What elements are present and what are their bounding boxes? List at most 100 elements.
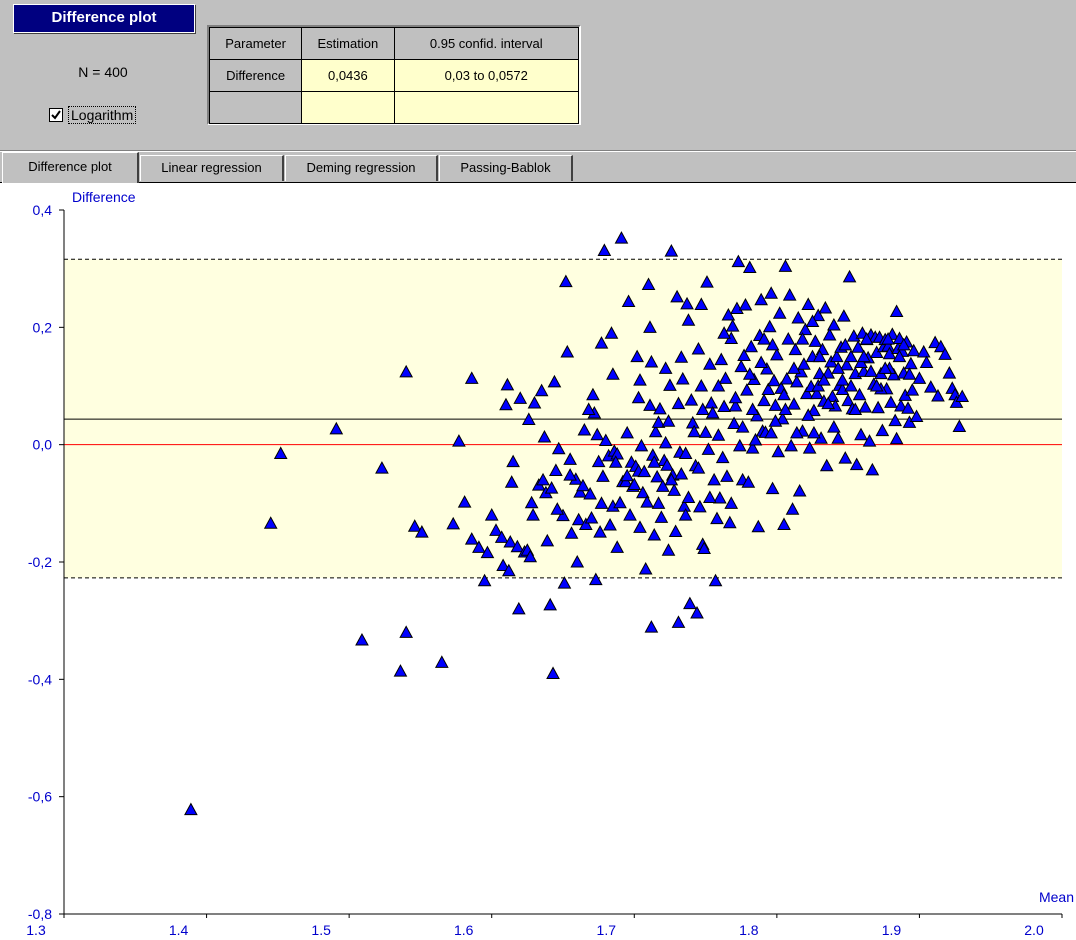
tab-linear-regression[interactable]: Linear regression: [140, 155, 284, 181]
y-tick-label: 0,4: [33, 202, 53, 218]
data-point-marker: [822, 327, 837, 341]
y-tick-label: -0,6: [28, 789, 52, 805]
data-point-marker: [446, 516, 461, 530]
data-point-marker: [631, 390, 646, 404]
data-point-marker: [407, 519, 422, 532]
x-tick-label: 2.0: [1024, 922, 1044, 938]
difference-plot-chart: 0,4 0,2 0,0 -0,2 -0,4 -0,6 -0,81.3 1.4 1.5 1.6 1.7…: [26, 189, 1074, 938]
data-point-marker: [464, 532, 479, 545]
data-point-marker: [638, 561, 653, 575]
data-point-marker: [710, 511, 724, 525]
data-point-marker: [674, 466, 689, 480]
data-point-marker: [540, 533, 555, 547]
data-point-marker: [614, 231, 629, 244]
data-point-marker: [821, 396, 836, 410]
data-point-marker: [745, 441, 760, 454]
x-tick-label: 1.6: [454, 922, 474, 938]
data-point-marker: [556, 508, 570, 522]
data-point-marker: [537, 429, 552, 443]
data-point-marker: [732, 438, 747, 452]
row-estimation: [301, 91, 395, 124]
data-point-marker: [684, 393, 699, 406]
data-point-marker: [771, 444, 786, 458]
checkmark-icon: [51, 110, 61, 120]
data-point-marker: [703, 357, 717, 370]
data-point-marker: [581, 402, 596, 415]
data-point-marker: [510, 539, 525, 553]
data-point-marker: [938, 347, 952, 360]
data-point-marker: [563, 452, 577, 465]
data-point-marker: [875, 423, 890, 437]
data-point-marker: [839, 357, 854, 371]
data-point-marker: [499, 397, 513, 411]
data-point-marker: [819, 458, 834, 472]
data-point-marker: [501, 563, 516, 577]
data-point-marker: [807, 425, 821, 439]
tab-difference-plot[interactable]: Difference plot: [2, 152, 139, 183]
data-point-marker: [808, 334, 823, 347]
data-point-marker: [767, 373, 781, 387]
data-point-marker: [678, 446, 693, 459]
data-point-marker: [909, 409, 924, 423]
y-tick-label: -0,8: [28, 906, 52, 922]
y-axis-title: Difference: [72, 189, 136, 205]
data-point-marker: [730, 301, 744, 315]
data-point-marker: [399, 364, 414, 378]
logarithm-label[interactable]: Logarithm: [68, 106, 137, 124]
data-point-marker: [680, 296, 694, 310]
tab-bar: Difference plot Linear regression Deming…: [0, 152, 1076, 183]
data-point-marker: [452, 434, 466, 447]
control-panel: Difference plot N = 400 Logarithm Parame…: [0, 0, 1076, 151]
data-point-marker: [707, 472, 721, 486]
x-tick-label: 1.4: [169, 922, 189, 938]
data-point-marker: [681, 313, 696, 326]
data-point-marker: [801, 297, 816, 310]
data-point-marker: [503, 535, 518, 548]
data-point-marker: [728, 390, 743, 404]
data-point-marker: [737, 348, 751, 361]
data-point-marker: [634, 438, 649, 452]
header-estimation: Estimation: [301, 27, 395, 60]
data-point-marker: [762, 319, 777, 333]
data-point-marker: [904, 356, 918, 370]
tab-passing-bablok[interactable]: Passing-Bablok: [439, 155, 573, 181]
data-point-marker: [694, 297, 709, 310]
data-point-marker: [837, 309, 851, 322]
data-point-marker: [724, 496, 739, 509]
data-point-marker: [738, 297, 753, 311]
data-point-marker: [627, 477, 642, 491]
data-point-marker: [825, 389, 840, 403]
tab-deming-regression[interactable]: Deming regression: [285, 155, 438, 181]
data-point-marker: [751, 519, 766, 533]
data-point-marker: [782, 288, 797, 301]
data-point-marker: [564, 526, 579, 539]
data-point-marker: [500, 377, 515, 391]
data-point-marker: [693, 499, 707, 513]
data-point-marker: [787, 361, 801, 374]
data-point-marker: [670, 289, 684, 303]
x-tick-label: 1.7: [597, 922, 617, 938]
data-point-marker: [648, 424, 663, 438]
data-point-marker: [658, 361, 673, 374]
data-point-marker: [902, 367, 917, 380]
data-point-marker: [772, 306, 787, 319]
data-point-marker: [750, 408, 764, 422]
data-point-marker: [563, 468, 577, 481]
data-point-marker: [933, 339, 948, 353]
data-point-marker: [524, 495, 539, 509]
data-point-marker: [789, 374, 804, 388]
data-point-marker: [802, 441, 817, 454]
data-point-marker: [741, 475, 756, 488]
data-point-marker: [584, 510, 599, 524]
data-point-marker: [798, 322, 813, 336]
data-point-marker: [728, 398, 743, 412]
x-tick-label: 1.8: [739, 922, 759, 938]
y-tick-label: 0,0: [33, 437, 53, 453]
header-parameter: Parameter: [208, 27, 303, 60]
logarithm-checkbox[interactable]: [49, 108, 63, 122]
data-point-marker: [263, 516, 278, 529]
data-point-marker: [477, 573, 492, 587]
data-point-marker: [797, 357, 811, 370]
data-point-marker: [888, 413, 903, 427]
data-point-marker: [643, 320, 657, 333]
